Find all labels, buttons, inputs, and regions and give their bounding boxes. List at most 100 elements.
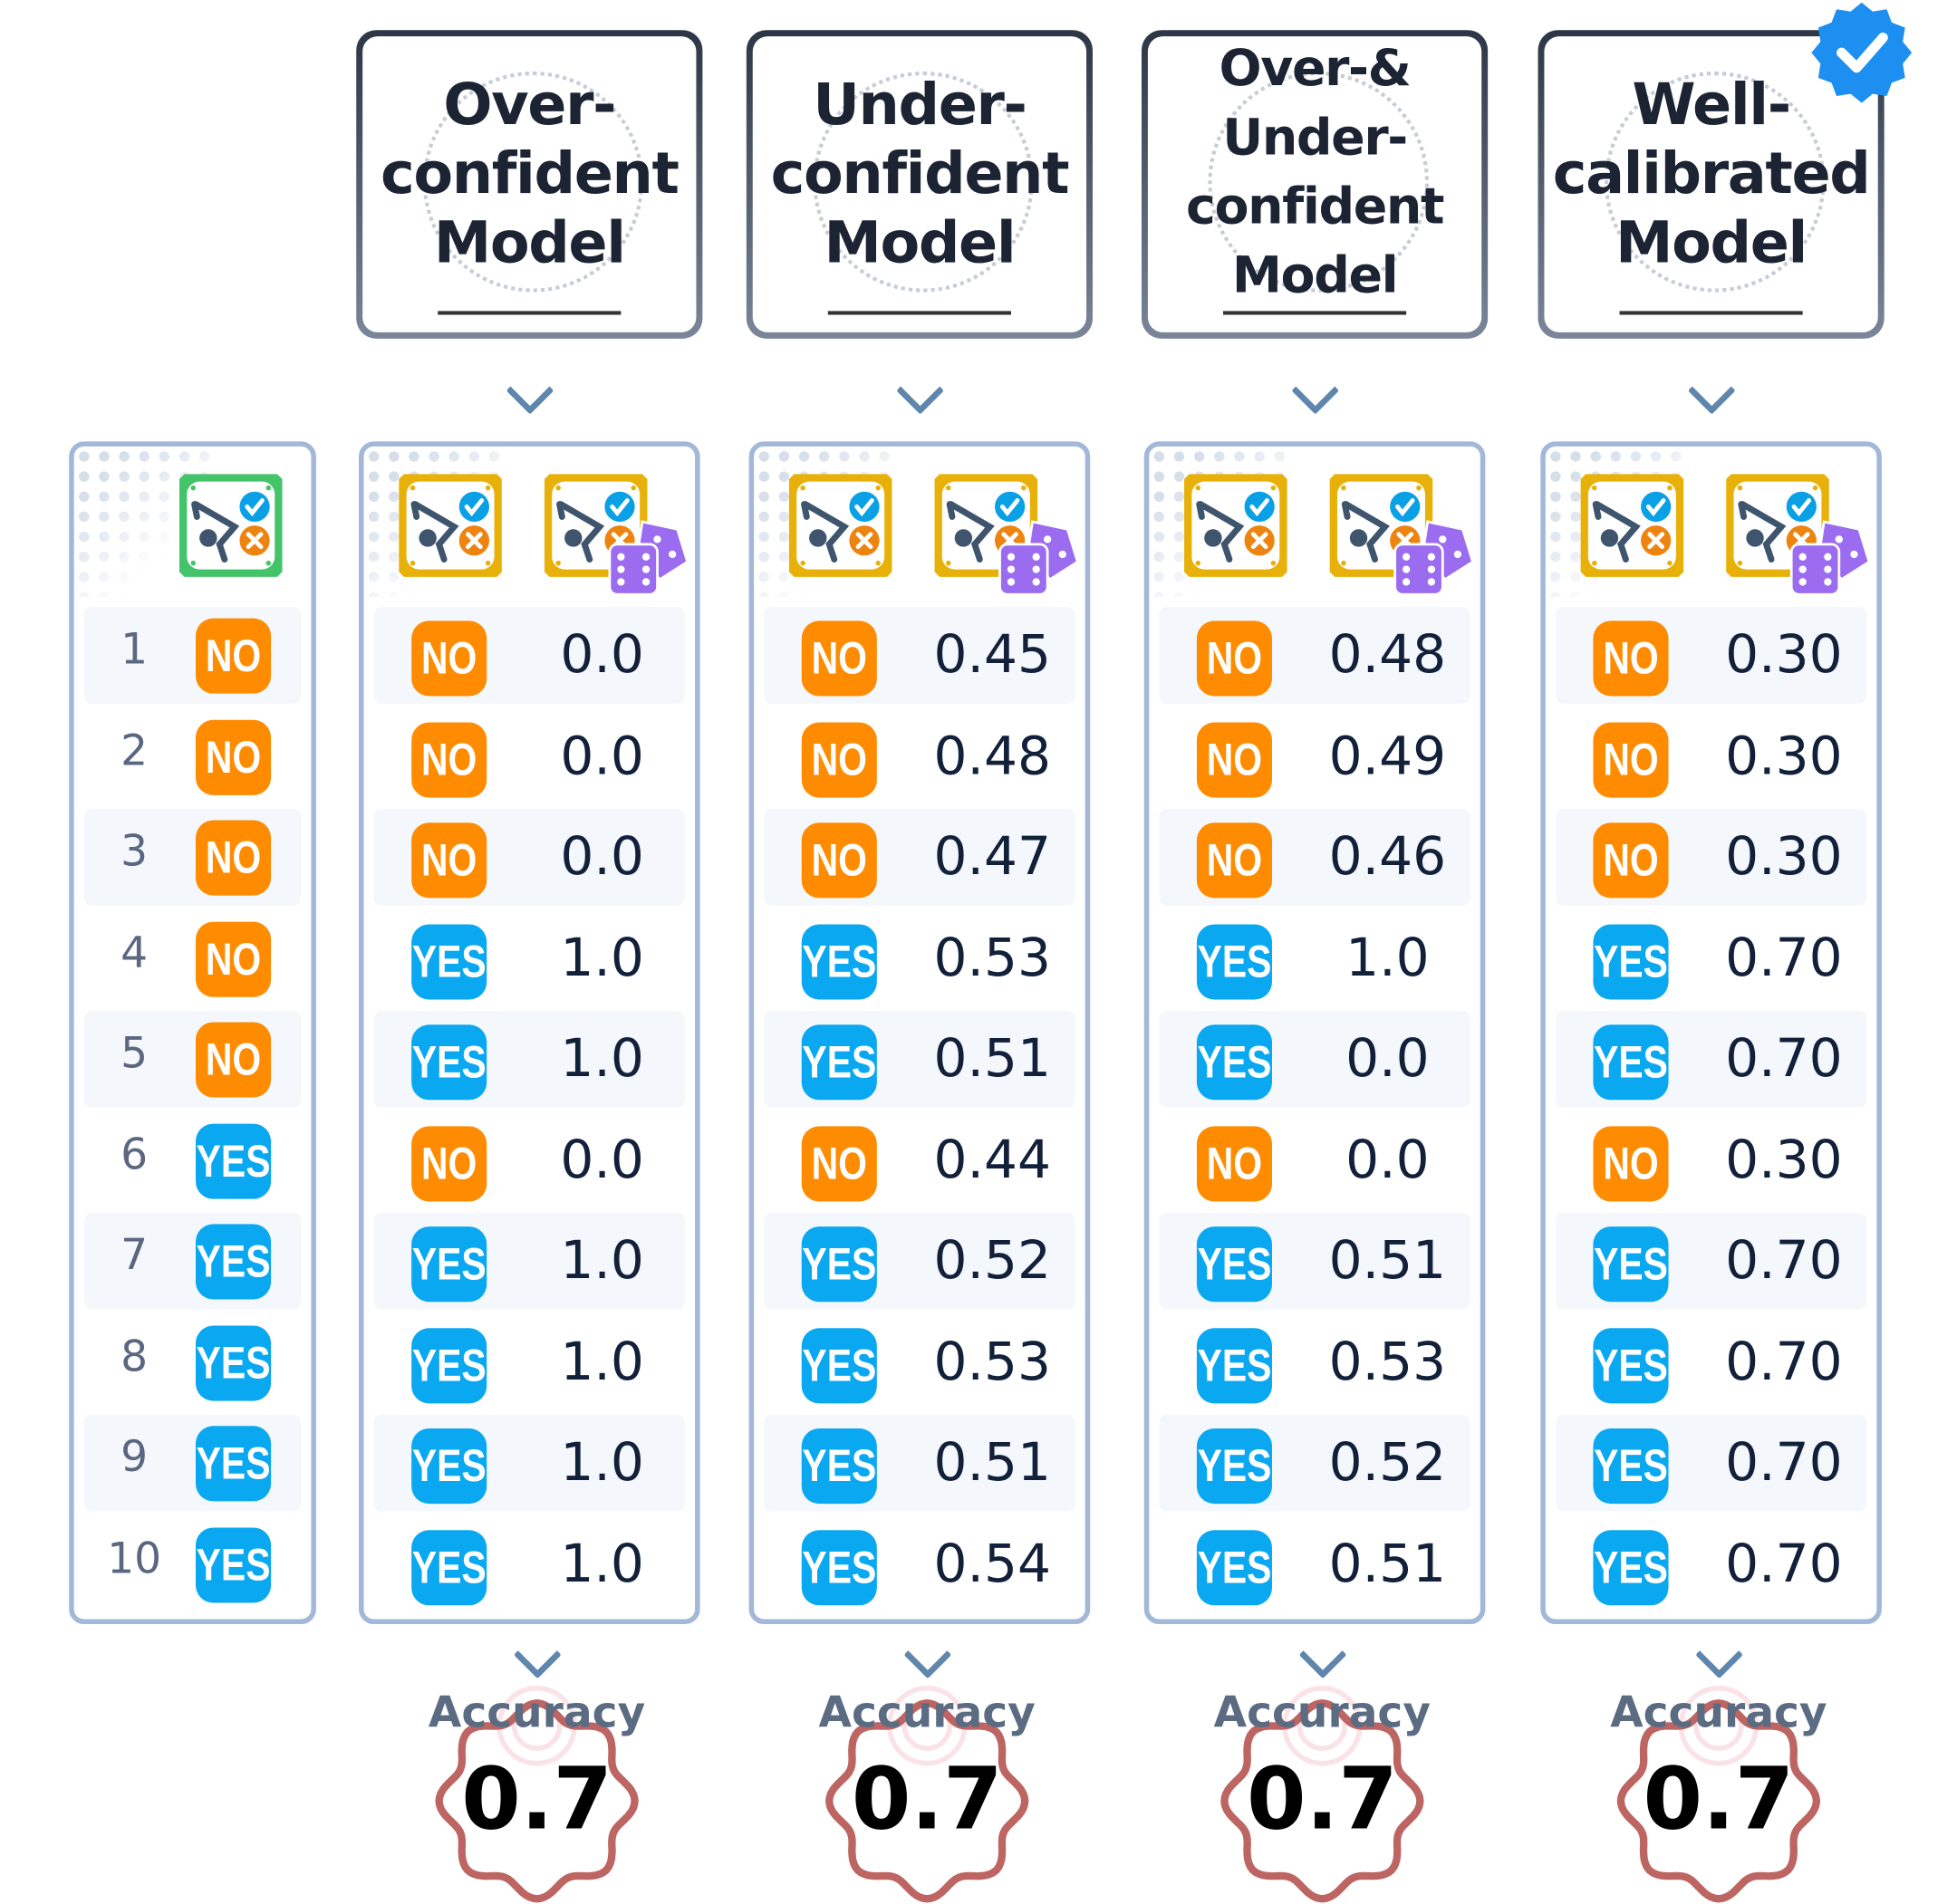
confidence-value: 0.47 — [933, 825, 1051, 887]
confidence-value: 0.44 — [933, 1128, 1051, 1190]
prediction-badge: YES — [801, 1024, 877, 1101]
row-number: 5 — [121, 1028, 149, 1079]
accuracy-label: Accuracy — [1213, 1688, 1432, 1739]
prediction-badge: YES — [1196, 1327, 1272, 1403]
prediction-badge: NO — [801, 620, 877, 697]
prediction-row: NO 0.49 — [1159, 708, 1470, 805]
prediction-text: YES — [802, 1439, 877, 1492]
ground-truth-row: 6 YES — [84, 1111, 302, 1208]
model-header-card: Under- confident Model — [746, 30, 1093, 339]
prediction-row: NO 0.30 — [1555, 809, 1867, 906]
prediction-badge: NO — [1593, 822, 1669, 899]
label-badge: NO — [195, 1022, 272, 1098]
accuracy-badge: Accuracy 0.7 — [411, 1653, 662, 1903]
title-underline — [438, 311, 622, 315]
prediction-badge: NO — [801, 1125, 877, 1201]
confidence-value: 0.52 — [1328, 1430, 1447, 1493]
prediction-text: YES — [802, 1540, 877, 1592]
prediction-badge: YES — [1196, 1428, 1272, 1505]
ground-truth-row: 3 NO — [83, 809, 302, 906]
prediction-row: YES 0.70 — [1555, 1414, 1867, 1512]
row-number: 2 — [121, 725, 149, 776]
confidence-value: 0.49 — [1328, 724, 1447, 786]
prediction-row: NO 0.45 — [764, 607, 1075, 704]
prediction-target-icon — [394, 469, 507, 582]
ground-truth-target-icon — [174, 469, 287, 582]
prediction-row: YES 0.70 — [1556, 1313, 1866, 1410]
confidence-value: 0.70 — [1725, 1330, 1843, 1392]
prediction-text: YES — [1594, 1237, 1668, 1290]
prediction-row: NO 0.30 — [1555, 607, 1867, 704]
confidence-value: 0.30 — [1725, 623, 1843, 685]
prediction-text: YES — [1594, 1035, 1668, 1088]
prediction-text: YES — [1594, 1439, 1668, 1492]
prediction-text: YES — [1197, 1540, 1272, 1592]
prediction-badge: NO — [1593, 1125, 1669, 1201]
accuracy-label: Accuracy — [428, 1688, 646, 1739]
confidence-value: 0.0 — [560, 623, 644, 685]
label-badge: NO — [195, 719, 272, 795]
prediction-badge: YES — [1593, 923, 1669, 999]
confidence-value: 0.70 — [1725, 1430, 1843, 1493]
prediction-target-icon — [784, 469, 897, 582]
confidence-dice-icon — [1721, 469, 1871, 596]
model-header-card: Over-& Under- confident Model — [1141, 30, 1489, 339]
label-text: NO — [205, 1033, 262, 1085]
row-number: 4 — [121, 927, 149, 978]
prediction-row: YES 0.53 — [764, 910, 1075, 1007]
prediction-row: NO 0.48 — [764, 708, 1075, 805]
prediction-row: YES 1.0 — [374, 1515, 685, 1612]
confidence-value: 0.0 — [560, 825, 644, 887]
prediction-badge: YES — [411, 1428, 487, 1505]
prediction-row: NO 0.47 — [764, 809, 1075, 906]
row-number: 1 — [121, 624, 149, 675]
confidence-value: 0.53 — [1328, 1330, 1447, 1392]
confidence-value: 0.0 — [560, 1128, 644, 1190]
prediction-text: NO — [1603, 733, 1659, 785]
prediction-row: NO 0.44 — [764, 1111, 1075, 1208]
label-text: YES — [196, 1538, 271, 1590]
dotted-ring — [813, 72, 1034, 293]
confidence-value: 1.0 — [560, 1228, 644, 1291]
prediction-badge: NO — [1196, 721, 1272, 797]
confidence-value: 0.30 — [1725, 1128, 1843, 1190]
row-number: 10 — [107, 1533, 162, 1584]
confidence-value: 1.0 — [560, 1026, 644, 1089]
model-header-inner: Well- calibrated Model — [1544, 36, 1878, 332]
prediction-row: NO 0.0 — [373, 607, 685, 704]
title-underline — [827, 311, 1011, 315]
prediction-badge: NO — [1196, 1125, 1272, 1201]
label-badge: YES — [195, 1526, 272, 1602]
prediction-row: YES 0.70 — [1556, 1515, 1866, 1612]
label-text: YES — [196, 1235, 271, 1287]
row-number: 6 — [121, 1129, 149, 1180]
prediction-badge: YES — [411, 1529, 487, 1605]
label-text: NO — [205, 932, 262, 985]
prediction-badge: YES — [801, 1428, 877, 1505]
label-text: YES — [196, 1437, 271, 1489]
ground-truth-row: 4 NO — [84, 910, 302, 1007]
prediction-text: YES — [1197, 1035, 1272, 1088]
prediction-text: NO — [1603, 833, 1659, 886]
accuracy-value: 0.7 — [1643, 1750, 1795, 1851]
prediction-row: NO 0.46 — [1159, 809, 1470, 906]
dotted-ring — [422, 72, 644, 293]
row-number: 7 — [121, 1230, 149, 1281]
accuracy-value: 0.7 — [851, 1750, 1003, 1851]
prediction-badge: NO — [1196, 822, 1272, 899]
prediction-badge: YES — [801, 1327, 877, 1403]
prediction-row: YES 0.70 — [1555, 1212, 1867, 1310]
model-header-inner: Over-& Under- confident Model — [1147, 36, 1482, 332]
prediction-badge: NO — [411, 822, 487, 899]
confidence-value: 0.70 — [1725, 1228, 1843, 1291]
confidence-value: 0.53 — [933, 1330, 1051, 1392]
title-underline — [1222, 311, 1407, 315]
prediction-row: YES 0.52 — [764, 1212, 1075, 1310]
prediction-row: YES 1.0 — [373, 1010, 685, 1108]
prediction-badge: NO — [1593, 620, 1669, 697]
prediction-row: YES 0.54 — [764, 1515, 1075, 1612]
prediction-row: YES 1.0 — [374, 910, 685, 1007]
verified-badge-icon — [1811, 2, 1913, 103]
prediction-badge: YES — [1593, 1428, 1669, 1505]
prediction-row: YES 0.0 — [1159, 1010, 1470, 1108]
